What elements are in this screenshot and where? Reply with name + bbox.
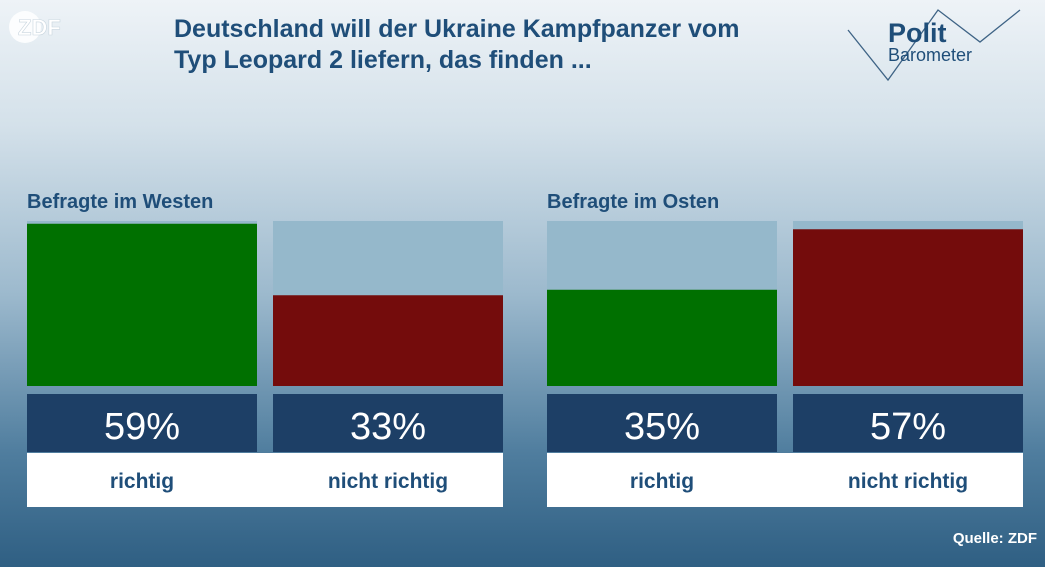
- data-label: 33%: [350, 406, 426, 448]
- logo-barometer-text: Barometer: [888, 45, 972, 65]
- value-box: [273, 394, 503, 452]
- bar: [793, 229, 1023, 386]
- bar: [27, 223, 257, 386]
- category-label: nicht richtig: [328, 470, 448, 493]
- bar: [547, 289, 777, 386]
- source-note: Quelle: ZDF: [952, 530, 1037, 547]
- category-label: richtig: [630, 470, 694, 493]
- chart-title: Deutschland will der Ukraine Kampfpanzer…: [174, 14, 824, 76]
- value-box: [547, 394, 777, 452]
- zdf-logo-text: ZDF: [18, 15, 61, 40]
- category-label-box: [27, 453, 503, 507]
- zdf-logo: ZDF: [9, 11, 61, 43]
- politbarometer-logo: Polit Barometer: [847, 9, 1021, 82]
- data-label: 57%: [870, 406, 946, 448]
- value-box: [793, 394, 1023, 452]
- category-label: nicht richtig: [848, 470, 968, 493]
- data-label: 59%: [104, 406, 180, 448]
- value-box: [27, 394, 257, 452]
- data-label: 35%: [624, 406, 700, 448]
- category-label: richtig: [110, 470, 174, 493]
- chart-title-line-2: Typ Leopard 2 liefern, das finden ...: [174, 46, 592, 74]
- bar: [273, 295, 503, 386]
- group-label: Befragte im Osten: [547, 191, 719, 213]
- chart-title-line-1: Deutschland will der Ukraine Kampfpanzer…: [174, 15, 740, 43]
- category-label-box: [547, 453, 1023, 507]
- logo-zigzag-line: [847, 9, 1021, 82]
- group-label: Befragte im Westen: [27, 191, 213, 213]
- logo-polit-text: Polit: [888, 18, 947, 48]
